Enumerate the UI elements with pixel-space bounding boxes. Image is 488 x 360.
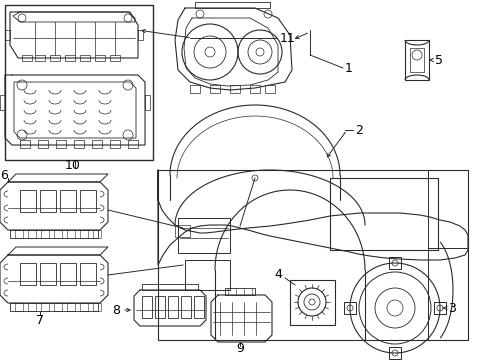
Bar [184, 260, 229, 290]
Bar [20, 263, 36, 285]
Bar [50, 55, 60, 61]
Bar [181, 296, 191, 318]
Text: 9: 9 [236, 342, 244, 355]
Text: 1: 1 [345, 62, 352, 75]
Bar [168, 296, 178, 318]
Bar [40, 263, 56, 285]
Bar [60, 190, 76, 212]
Text: 5: 5 [434, 54, 442, 67]
Bar [40, 190, 56, 212]
Bar [15, 303, 23, 311]
Bar [80, 55, 90, 61]
Bar [209, 85, 220, 93]
Bar [175, 225, 190, 237]
Bar [93, 230, 101, 238]
Bar [20, 140, 30, 148]
Bar [194, 296, 203, 318]
Text: 6: 6 [0, 168, 8, 181]
Bar [409, 48, 423, 72]
Bar [56, 140, 66, 148]
Bar [38, 140, 48, 148]
Bar [95, 55, 105, 61]
Bar [93, 303, 101, 311]
Bar [110, 140, 120, 148]
Bar [80, 263, 96, 285]
Bar [41, 303, 49, 311]
Bar [142, 296, 152, 318]
Bar [54, 303, 62, 311]
Bar [289, 280, 334, 325]
Bar [60, 263, 76, 285]
Bar [67, 230, 75, 238]
Bar [433, 302, 445, 314]
Text: 2: 2 [354, 123, 362, 136]
Bar [80, 230, 88, 238]
Text: 11: 11 [280, 32, 295, 45]
Bar [229, 85, 240, 93]
Text: 8: 8 [112, 303, 120, 316]
Bar [74, 140, 84, 148]
Bar [190, 85, 200, 93]
Bar [65, 55, 75, 61]
Bar [249, 85, 260, 93]
Bar [178, 218, 229, 253]
Bar [110, 55, 120, 61]
Text: 3: 3 [447, 302, 455, 315]
Bar [329, 178, 437, 250]
Bar [20, 190, 36, 212]
Text: 7: 7 [36, 314, 44, 327]
Bar [41, 230, 49, 238]
Bar [35, 55, 45, 61]
Bar [22, 55, 32, 61]
Bar [343, 302, 355, 314]
Text: 4: 4 [274, 269, 282, 282]
Bar [388, 257, 400, 269]
Bar [92, 140, 102, 148]
Bar [15, 230, 23, 238]
Bar [28, 303, 36, 311]
Bar [128, 140, 138, 148]
Bar [264, 85, 274, 93]
Bar [80, 190, 96, 212]
Bar [155, 296, 164, 318]
Text: 10: 10 [65, 158, 81, 171]
Bar [404, 40, 428, 80]
Bar [5, 5, 153, 160]
Bar [80, 303, 88, 311]
Bar [67, 303, 75, 311]
Bar [54, 230, 62, 238]
Bar [388, 347, 400, 359]
Bar [28, 230, 36, 238]
